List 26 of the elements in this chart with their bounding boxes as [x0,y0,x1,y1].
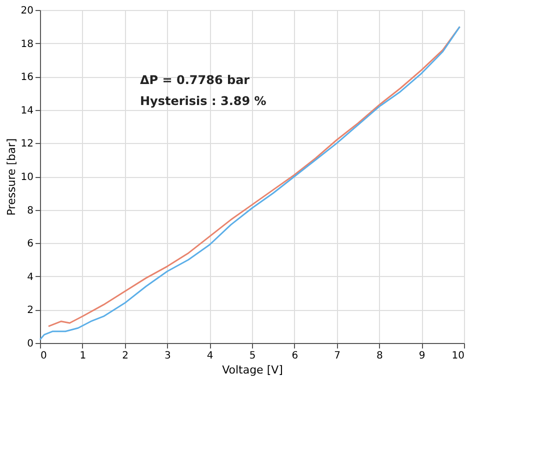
y-tick-label: 6 [27,238,34,250]
annotation: ΔP = 0.7786 bar [140,73,250,87]
y-tick-label: 8 [27,205,34,216]
x-tick-label: 1 [80,350,86,362]
x-tick-label: 9 [418,350,426,362]
y-tick-label: 12 [20,138,34,150]
y-tick-label: 10 [20,172,34,183]
x-tick-label: 5 [249,350,256,362]
y-tick-label: 2 [27,305,34,316]
annotation: Hysterisis : 3.89 % [140,94,266,108]
y-tick-label: 18 [20,38,34,50]
y-tick-label: 20 [20,6,34,16]
x-tick-label: 0 [40,350,47,362]
x-tick-label: 8 [376,350,383,362]
y-tick-label: 0 [27,338,34,350]
x-tick-label: 10 [452,350,464,362]
x-tick-label: 2 [122,350,128,362]
y-tick-label: 4 [27,272,34,283]
x-axis-title: Voltage [V] [222,364,283,376]
x-tick-label: 3 [164,350,171,362]
y-tick-label: 16 [20,72,34,84]
x-tick-label: 7 [334,350,340,362]
y-axis-title: Pressure [bar] [4,138,18,216]
x-tick-label: 6 [292,350,298,362]
x-tick-label: 4 [206,350,214,362]
y-tick-label: 14 [20,105,34,116]
